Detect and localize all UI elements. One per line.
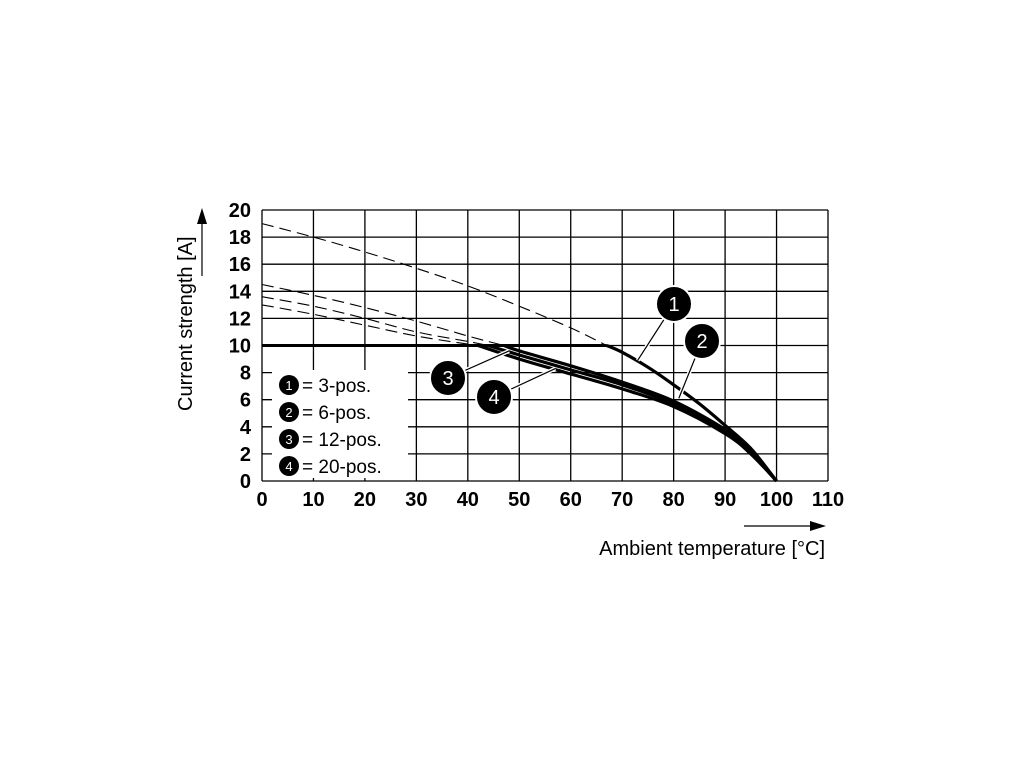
legend-marker-3: [279, 429, 299, 449]
y-tick-label: 16: [229, 254, 251, 276]
legend: 1 = 3-pos. 2 = 6-pos. 3 = 12-pos. 4 = 20-pos.: [272, 370, 408, 478]
y-tick-label: 18: [229, 227, 251, 249]
y-tick-label: 12: [229, 308, 251, 330]
y-tick-label: 4: [240, 417, 252, 439]
callout-badge-1: [655, 285, 693, 323]
x-tick-label: 60: [560, 489, 582, 511]
y-tick-labels: 0 2 4 6 8 10 12 14 16 18 20: [229, 200, 252, 493]
series-callouts: 12 3 4: [429, 285, 721, 416]
legend-marker-2: [279, 402, 299, 422]
x-tick-label: 40: [457, 489, 479, 511]
callout-badge-2: [683, 322, 721, 360]
y-tick-label: 6: [240, 390, 251, 412]
legend-marker-number: 1: [285, 378, 292, 393]
legend-label: = 6-pos.: [302, 403, 371, 424]
dashed-line-series-3: [261, 296, 489, 347]
legend-label: = 20-pos.: [302, 457, 382, 478]
x-tick-label: 20: [354, 489, 376, 511]
y-tick-label: 10: [229, 336, 251, 358]
dashed-extrapolation-lines: [261, 223, 607, 347]
x-tick-label: 100: [760, 489, 793, 511]
dashed-line-series-4: [261, 304, 479, 347]
x-tick-labels: 0 10 20 30 40 50 60 70 80 90 100 110: [256, 489, 844, 511]
callout-badge-3: [429, 359, 467, 397]
y-tick-label: 14: [229, 281, 252, 303]
derating-curves: [477, 343, 778, 483]
dashed-line-series-1: [261, 223, 607, 346]
y-tick-label: 20: [229, 200, 251, 222]
curve-series-4: [477, 343, 778, 483]
legend-label: = 3-pos.: [302, 376, 371, 397]
callout-badge-4: [475, 378, 513, 416]
x-tick-label: 50: [508, 489, 530, 511]
y-tick-label: 8: [240, 363, 251, 385]
legend-marker-4: [279, 456, 299, 476]
legend-marker-number: 3: [285, 432, 292, 447]
x-tick-label: 80: [663, 489, 685, 511]
curve-series-3: [487, 343, 778, 483]
dashed-line-series-2: [261, 283, 504, 347]
callout-number-3: 3: [442, 368, 453, 390]
x-tick-label: 30: [405, 489, 427, 511]
callout-number-2: 2: [696, 331, 707, 353]
legend-marker-number: 2: [285, 405, 292, 420]
y-axis-arrowhead: [197, 208, 207, 224]
x-tick-label: 110: [812, 489, 844, 511]
x-tick-label: 10: [302, 489, 324, 511]
x-tick-label: 70: [611, 489, 633, 511]
callout-number-1: 1: [668, 294, 679, 316]
legend-label: = 12-pos.: [302, 430, 382, 451]
curve-series-1: [606, 344, 778, 482]
x-axis-label: Ambient temperature [°C]: [599, 538, 825, 560]
x-axis-arrowhead: [810, 521, 826, 531]
y-tick-label: 0: [240, 471, 251, 493]
callout-number-4: 4: [488, 387, 499, 409]
x-tick-label: 0: [256, 489, 267, 511]
legend-marker-1: [279, 375, 299, 395]
x-tick-label: 90: [714, 489, 736, 511]
y-tick-label: 2: [240, 444, 251, 466]
legend-marker-number: 4: [285, 459, 292, 474]
y-axis-label: Current strength [A]: [175, 236, 197, 411]
